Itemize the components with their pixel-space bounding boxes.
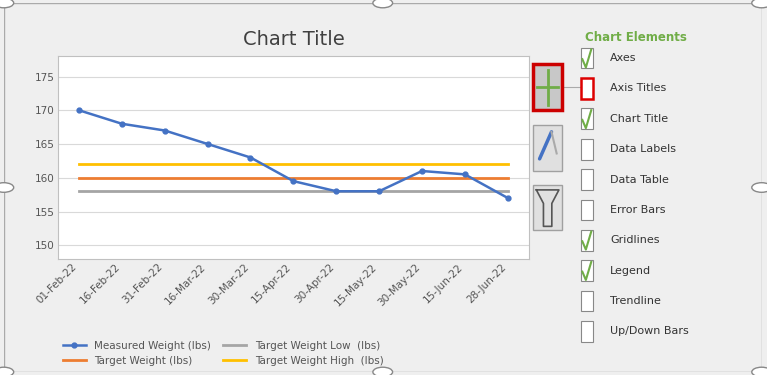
Circle shape <box>373 0 393 8</box>
Text: Chart Title: Chart Title <box>611 114 668 124</box>
FancyBboxPatch shape <box>533 64 562 110</box>
Circle shape <box>752 367 767 375</box>
FancyBboxPatch shape <box>533 184 562 230</box>
Bar <box>581 260 593 281</box>
Bar <box>581 48 593 69</box>
Text: Up/Down Bars: Up/Down Bars <box>611 326 689 336</box>
Bar <box>581 108 593 129</box>
Bar <box>581 200 593 220</box>
Text: Axes: Axes <box>611 53 637 63</box>
Text: Gridlines: Gridlines <box>611 235 660 245</box>
Circle shape <box>752 183 767 192</box>
Legend: Measured Weight (lbs), Target Weight (lbs), Target Weight Low  (lbs), Target Wei: Measured Weight (lbs), Target Weight (lb… <box>63 341 384 366</box>
Bar <box>581 78 593 99</box>
Bar <box>581 291 593 311</box>
Bar <box>581 230 593 251</box>
Text: Error Bars: Error Bars <box>611 205 666 215</box>
Text: Axis Titles: Axis Titles <box>611 84 667 93</box>
Title: Chart Title: Chart Title <box>242 30 344 49</box>
Circle shape <box>0 0 14 8</box>
Circle shape <box>0 183 14 192</box>
Text: Data Labels: Data Labels <box>611 144 676 154</box>
Bar <box>581 321 593 342</box>
Text: Trendline: Trendline <box>611 296 661 306</box>
Circle shape <box>0 367 14 375</box>
Circle shape <box>752 0 767 8</box>
Text: Chart Elements: Chart Elements <box>584 30 686 44</box>
Circle shape <box>373 367 393 375</box>
Text: Data Table: Data Table <box>611 175 669 184</box>
Bar <box>581 169 593 190</box>
Text: Legend: Legend <box>611 266 651 276</box>
FancyBboxPatch shape <box>533 125 562 171</box>
Bar <box>581 139 593 159</box>
